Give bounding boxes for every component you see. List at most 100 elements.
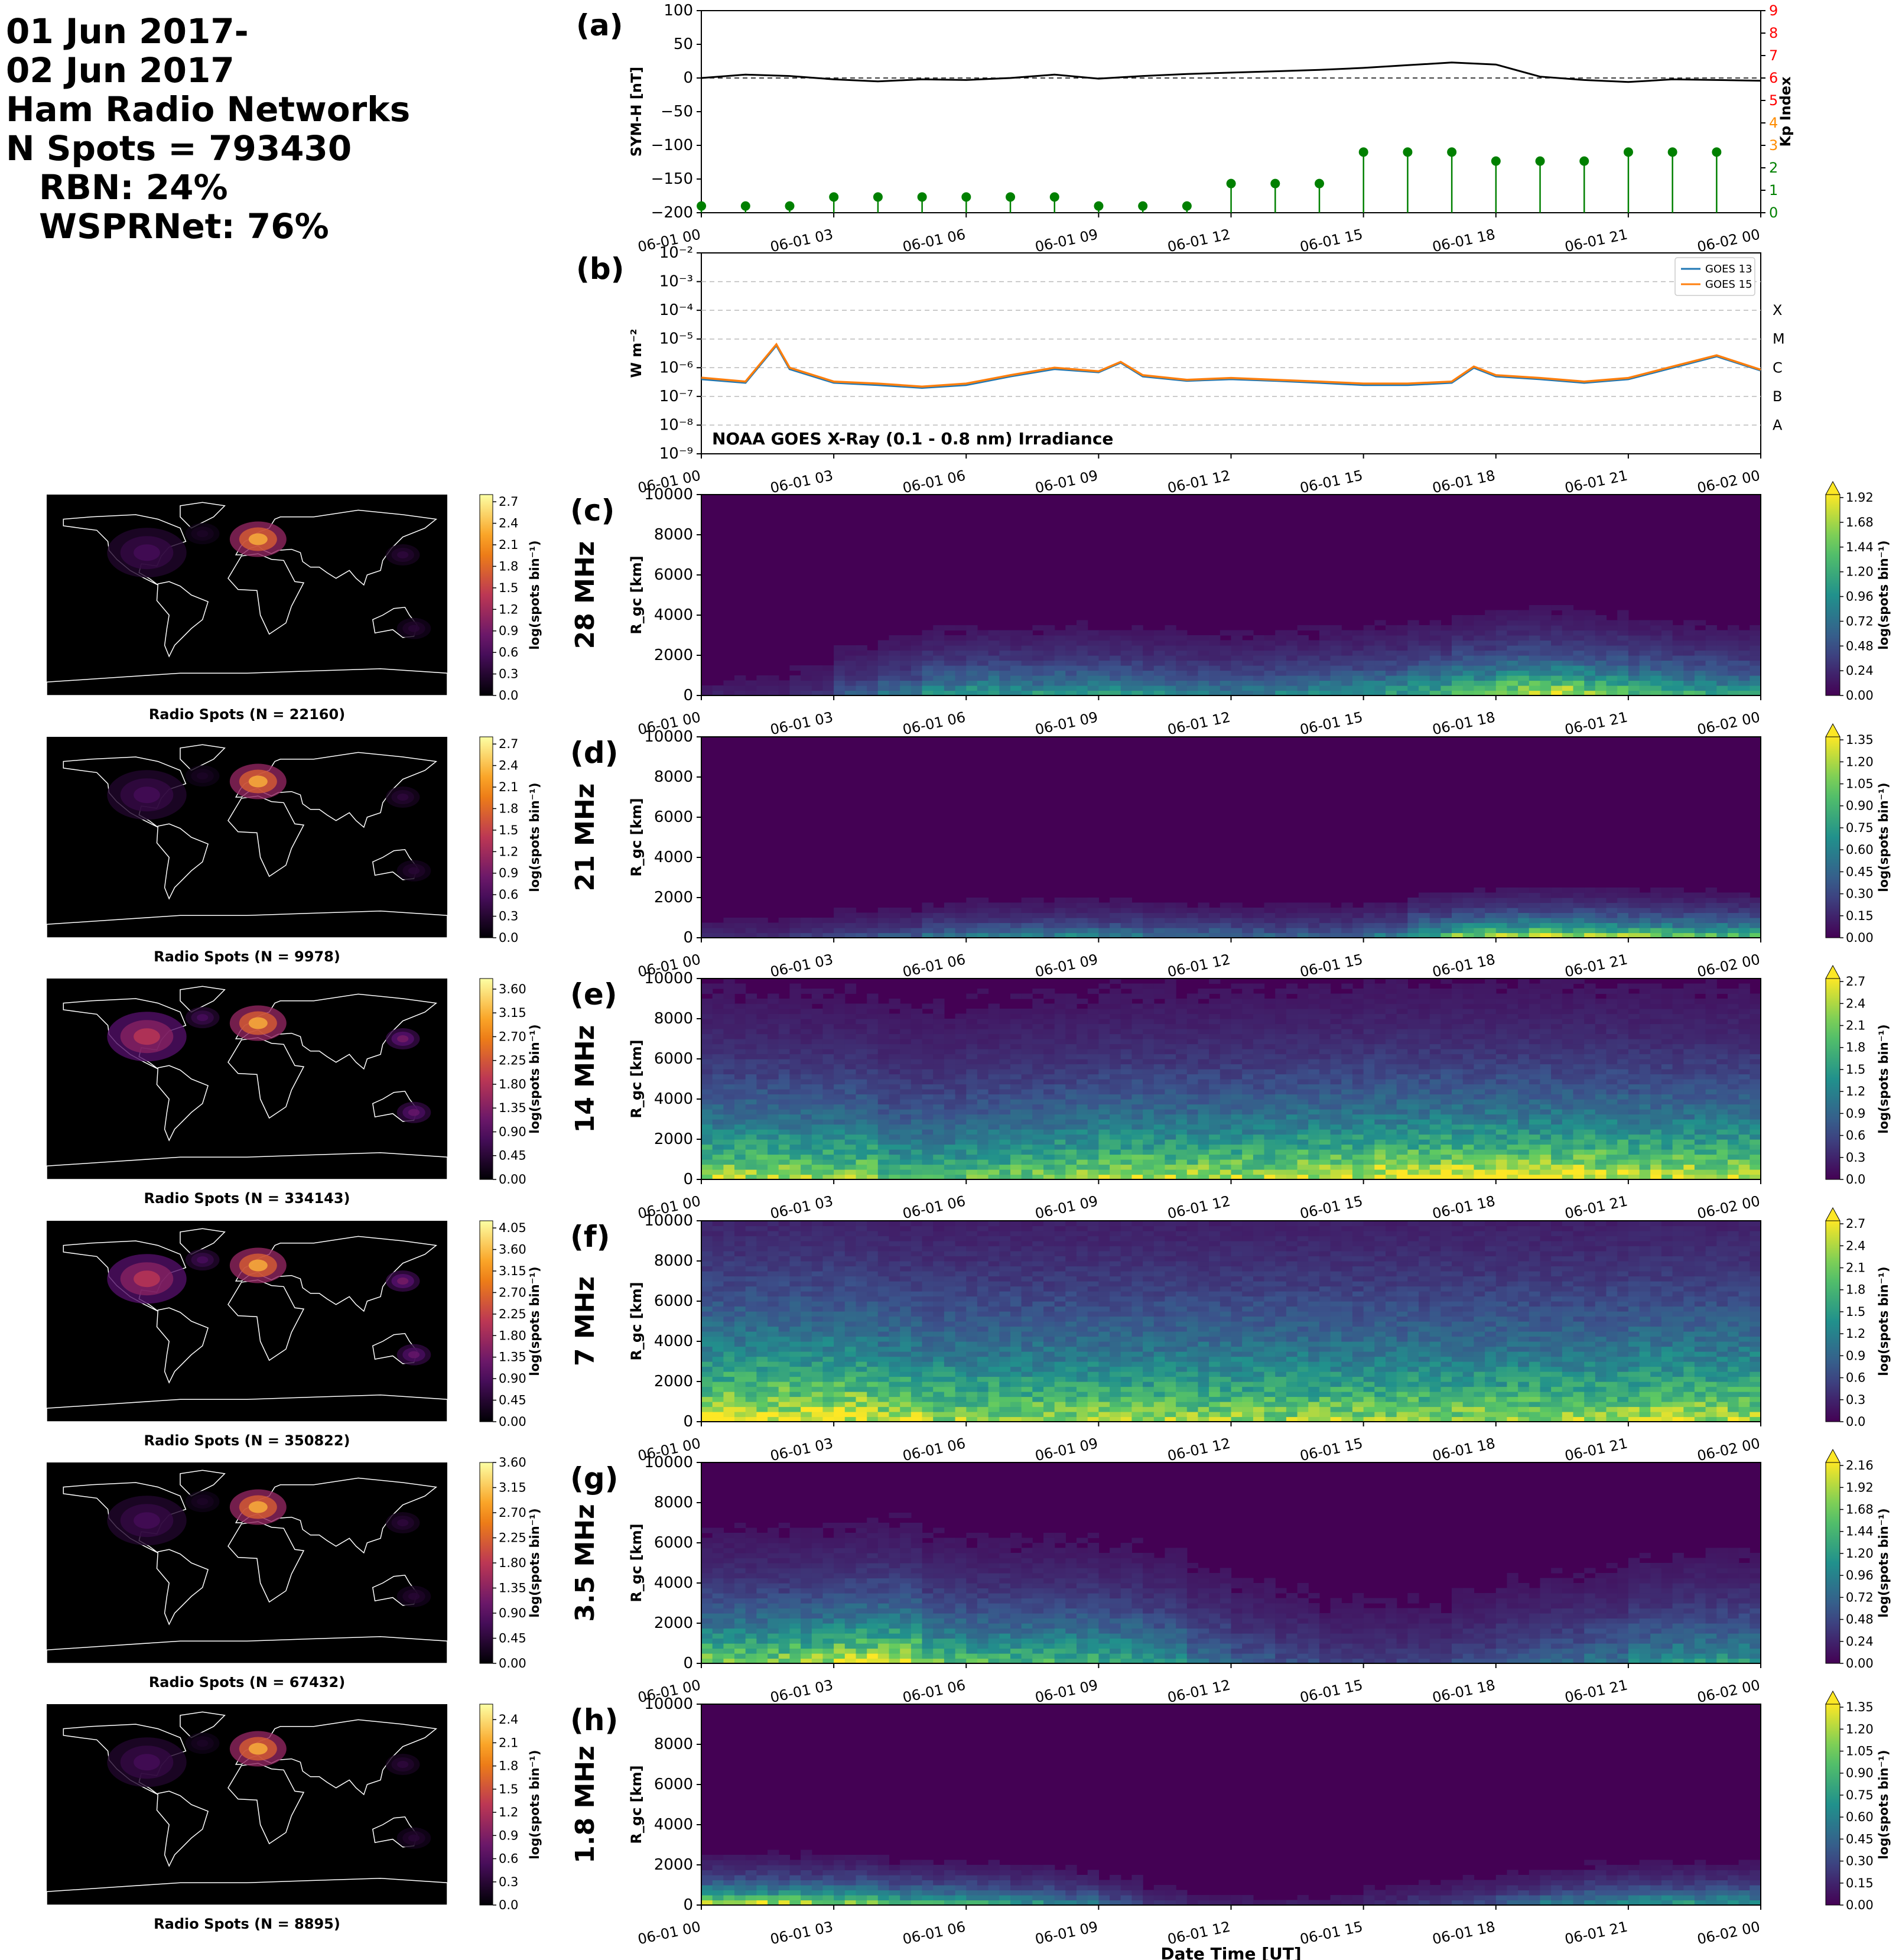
heatmap-cell bbox=[977, 1114, 989, 1120]
heatmap-cell bbox=[1352, 1039, 1364, 1045]
heatmap-cell bbox=[977, 1029, 989, 1035]
heatmap-cell bbox=[1628, 902, 1640, 908]
heatmap-cell bbox=[977, 690, 989, 696]
heatmap-cell bbox=[999, 1144, 1011, 1150]
heatmap-cell bbox=[856, 1029, 867, 1035]
heatmap-cell bbox=[1308, 1023, 1320, 1029]
cb-tick-label: 2.4 bbox=[499, 759, 518, 773]
heatmap-cell bbox=[900, 1079, 912, 1085]
heatmap-cell bbox=[1540, 912, 1552, 918]
heatmap-cell bbox=[867, 999, 879, 1005]
heatmap-cell bbox=[977, 1094, 989, 1100]
heatmap-cell bbox=[955, 640, 967, 646]
heatmap-cell bbox=[1628, 665, 1640, 671]
heatmap-cell bbox=[1110, 660, 1121, 666]
heatmap-cell bbox=[999, 640, 1011, 646]
heatmap-cell bbox=[1087, 1054, 1099, 1059]
heatmap-cell bbox=[1131, 675, 1143, 681]
heatmap-cell bbox=[1573, 655, 1585, 661]
heatmap-cell bbox=[1363, 1084, 1375, 1090]
heatmap-cell bbox=[1429, 1174, 1441, 1180]
heatmap-cell bbox=[811, 1149, 824, 1155]
heatmap-cell bbox=[1143, 912, 1155, 918]
heatmap-cell bbox=[877, 1023, 890, 1029]
heatmap-cell bbox=[889, 918, 900, 924]
heatmap-cell bbox=[1606, 655, 1618, 661]
heatmap-cell bbox=[966, 1164, 978, 1170]
heatmap-cell bbox=[1077, 902, 1088, 908]
heatmap-cell bbox=[1131, 1013, 1143, 1019]
heatmap-cell bbox=[1032, 675, 1044, 681]
cb-tick-label: 0.48 bbox=[1846, 639, 1874, 653]
heatmap-cell bbox=[1407, 1099, 1419, 1105]
heatmap-cell bbox=[1617, 912, 1629, 918]
heatmap-cell bbox=[1032, 1013, 1044, 1019]
heatmap-cell bbox=[1253, 635, 1265, 641]
heatmap-cell bbox=[1330, 918, 1342, 924]
heatmap-cell bbox=[1341, 912, 1353, 918]
heatmap-cell bbox=[1462, 1079, 1474, 1085]
heatmap-cell bbox=[1021, 993, 1033, 999]
heatmap-cell bbox=[778, 680, 790, 686]
heatmap-cell bbox=[900, 685, 912, 691]
heatmap-cell bbox=[911, 1104, 923, 1110]
heatmap-cell bbox=[1617, 928, 1629, 934]
heatmap-cell bbox=[1308, 1174, 1320, 1180]
heatmap-cell bbox=[1386, 1044, 1397, 1049]
heatmap-cell bbox=[1363, 1054, 1375, 1059]
heatmap-cell bbox=[1231, 1104, 1243, 1110]
heatmap-cell bbox=[1551, 625, 1563, 631]
heatmap-cell bbox=[1143, 1003, 1155, 1009]
heatmap-cell bbox=[1065, 630, 1077, 636]
heatmap-cell bbox=[1098, 630, 1110, 636]
heatmap-cell bbox=[1143, 665, 1155, 671]
heatmap-cell bbox=[1253, 1104, 1265, 1110]
heatmap-cell bbox=[1098, 1154, 1110, 1160]
map-colorbar bbox=[479, 978, 493, 1180]
heatmap-cell bbox=[1077, 1169, 1088, 1175]
heatmap-cell bbox=[1363, 912, 1375, 918]
heatmap-cell bbox=[1738, 660, 1750, 666]
heatmap-cell bbox=[844, 655, 857, 661]
heatmap-cell bbox=[867, 1013, 879, 1019]
heatmap-cell bbox=[734, 1139, 746, 1145]
heatmap-cell bbox=[988, 1033, 1000, 1039]
heatmap-cell bbox=[811, 1119, 824, 1125]
heatmap-cell bbox=[1419, 640, 1430, 646]
heatmap-cell bbox=[1386, 1029, 1397, 1035]
x-tick-label: 06-01 18 bbox=[1431, 951, 1497, 980]
heatmap-cell bbox=[834, 685, 846, 691]
heatmap-cell bbox=[1110, 635, 1121, 641]
heatmap-cell bbox=[1054, 670, 1066, 676]
heatmap-cell bbox=[944, 1099, 956, 1105]
heatmap-cell bbox=[1209, 1084, 1221, 1090]
heatmap-cell bbox=[1529, 908, 1541, 914]
heatmap-cell bbox=[889, 1134, 900, 1140]
heatmap-cell bbox=[801, 1029, 812, 1035]
heatmap-cell bbox=[922, 1144, 934, 1150]
heatmap-cell bbox=[1507, 690, 1518, 696]
heatmap-cell bbox=[933, 1159, 945, 1165]
heatmap-cell bbox=[1396, 680, 1408, 686]
heatmap-cell bbox=[1650, 670, 1662, 676]
heatmap-cell bbox=[1120, 1049, 1132, 1055]
heatmap-cell bbox=[1242, 932, 1254, 938]
heatmap-cell bbox=[1661, 625, 1673, 631]
heatmap-cell bbox=[877, 1019, 890, 1025]
heatmap-cell bbox=[1628, 932, 1640, 938]
heatmap-cell bbox=[1032, 922, 1044, 928]
heatmap-cell bbox=[1286, 1164, 1298, 1170]
heatmap-cell bbox=[900, 1033, 912, 1039]
heatmap-cell bbox=[1363, 1124, 1375, 1130]
heatmap-cell bbox=[1617, 902, 1629, 908]
heatmap-cell bbox=[768, 932, 779, 938]
heatmap-cell bbox=[1176, 660, 1188, 666]
heatmap-cell bbox=[844, 912, 857, 918]
heatmap-cell bbox=[1253, 650, 1265, 656]
heatmap-cell bbox=[1077, 680, 1088, 686]
x-tick-label: 06-01 15 bbox=[1299, 467, 1364, 496]
heatmap-cell bbox=[1264, 660, 1276, 666]
heatmap-cell bbox=[966, 993, 978, 999]
heatmap-cell bbox=[1639, 625, 1651, 631]
heatmap-cell bbox=[1242, 989, 1254, 994]
